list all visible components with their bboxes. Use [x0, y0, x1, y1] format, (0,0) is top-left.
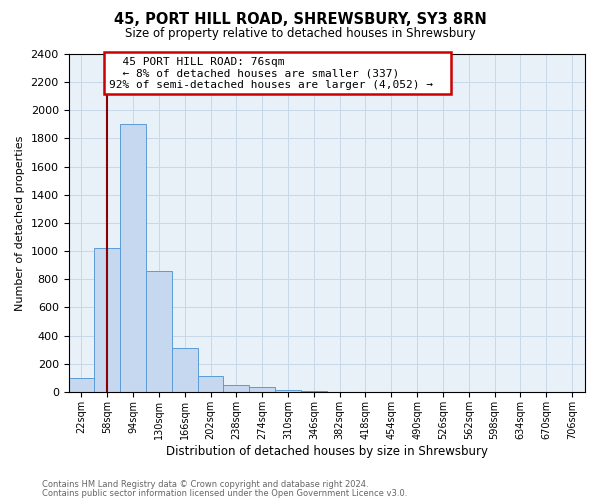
Bar	[275, 390, 301, 392]
Bar	[301, 391, 327, 392]
Bar	[197, 376, 223, 392]
Text: Contains public sector information licensed under the Open Government Licence v3: Contains public sector information licen…	[42, 488, 407, 498]
Bar	[68, 378, 94, 392]
Bar	[223, 385, 249, 392]
Bar	[146, 271, 172, 392]
Text: 45 PORT HILL ROAD: 76sqm
  ← 8% of detached houses are smaller (337)
92% of semi: 45 PORT HILL ROAD: 76sqm ← 8% of detache…	[109, 57, 446, 90]
Bar	[120, 124, 146, 392]
Bar	[249, 387, 275, 392]
Text: Contains HM Land Registry data © Crown copyright and database right 2024.: Contains HM Land Registry data © Crown c…	[42, 480, 368, 489]
Y-axis label: Number of detached properties: Number of detached properties	[15, 136, 25, 310]
X-axis label: Distribution of detached houses by size in Shrewsbury: Distribution of detached houses by size …	[166, 444, 488, 458]
Text: 45, PORT HILL ROAD, SHREWSBURY, SY3 8RN: 45, PORT HILL ROAD, SHREWSBURY, SY3 8RN	[113, 12, 487, 28]
Bar	[172, 348, 197, 392]
Text: Size of property relative to detached houses in Shrewsbury: Size of property relative to detached ho…	[125, 28, 475, 40]
Bar	[94, 248, 120, 392]
